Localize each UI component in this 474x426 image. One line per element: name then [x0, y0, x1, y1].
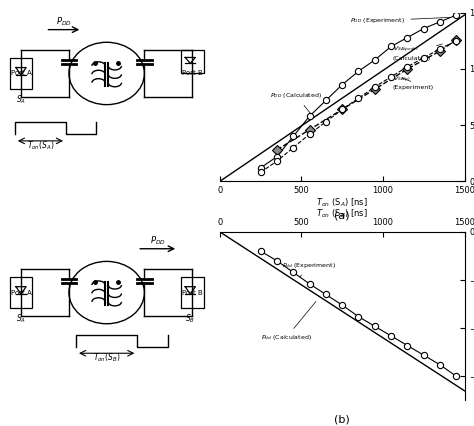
Text: $S_A$: $S_A$ [16, 94, 26, 106]
Text: $S_B$: $S_B$ [185, 313, 195, 325]
Text: Port B: Port B [182, 70, 203, 76]
Text: $P_{DD}$: $P_{DD}$ [150, 235, 165, 247]
Text: $T_{on}(S_A)$: $T_{on}(S_A)$ [27, 139, 54, 152]
Bar [181, 277, 203, 308]
Text: $P_{DD}$: $P_{DD}$ [56, 16, 72, 28]
Text: $V_{SA(peak)}$
(Calculated): $V_{SA(peak)}$ (Calculated) [393, 44, 442, 61]
Bar [10, 58, 32, 89]
Text: Port B: Port B [182, 290, 203, 296]
Text: Port A: Port A [11, 70, 31, 76]
X-axis label: $T_{on}$ (S$_B$) [ns]: $T_{on}$ (S$_B$) [ns] [316, 207, 368, 220]
Bar [181, 50, 203, 73]
Text: $V_{SA(p)}$
(Experiment): $V_{SA(p)}$ (Experiment) [393, 75, 434, 90]
Text: (a): (a) [334, 210, 350, 220]
X-axis label: $T_{on}$ (S$_A$) [ns]: $T_{on}$ (S$_A$) [ns] [316, 196, 368, 209]
Text: $S_A$: $S_A$ [16, 313, 26, 325]
Text: $P_{dd}$ (Experiment): $P_{dd}$ (Experiment) [282, 261, 336, 277]
Text: $P_{DD}$ (Calculated): $P_{DD}$ (Calculated) [270, 92, 322, 116]
Text: $T_{on}(S_B)$: $T_{on}(S_B)$ [93, 352, 120, 364]
Text: $P_{DD}$ (Experiment): $P_{DD}$ (Experiment) [350, 16, 450, 25]
Text: (b): (b) [334, 414, 350, 424]
Text: Port A: Port A [11, 290, 31, 296]
Text: $P_{dd}$ (Calculated): $P_{dd}$ (Calculated) [261, 302, 316, 343]
Bar [10, 277, 32, 308]
